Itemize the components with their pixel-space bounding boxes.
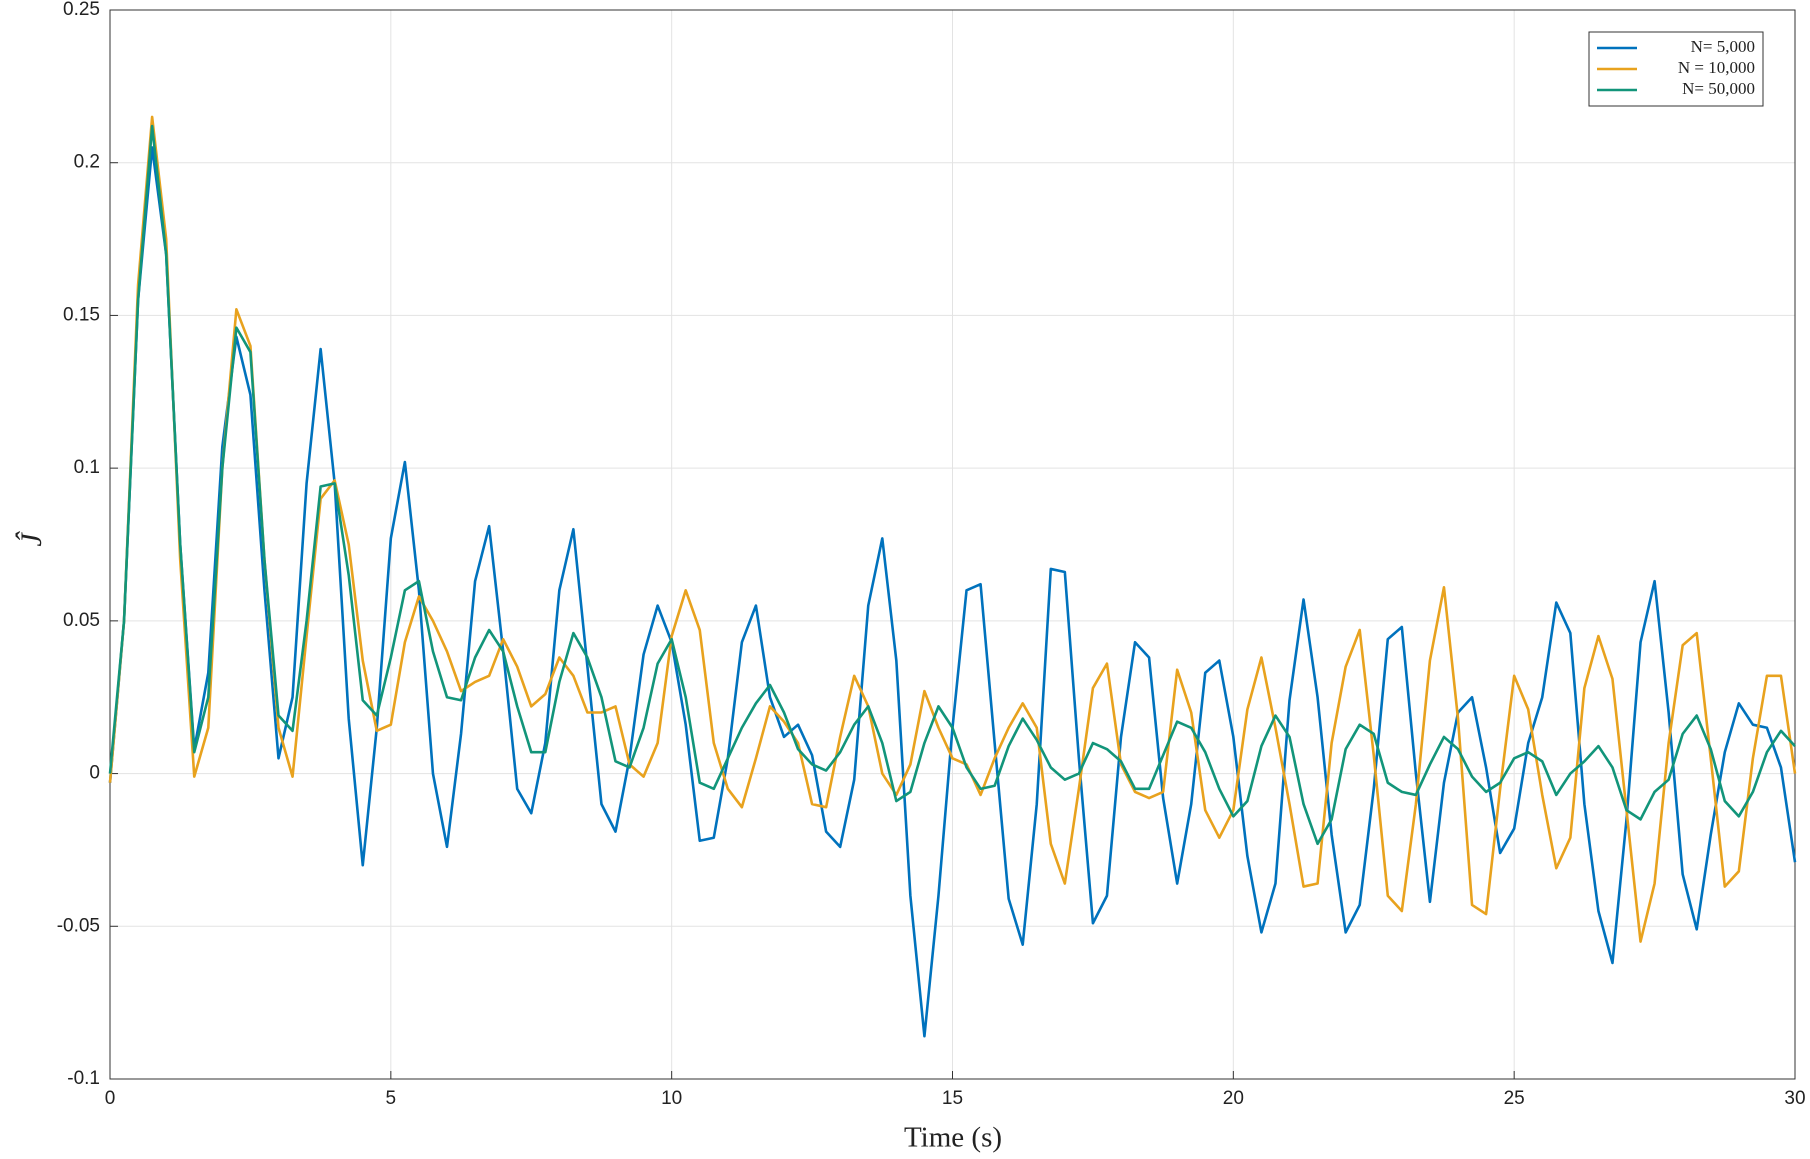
y-axis-label: Ĵ (15, 531, 48, 547)
y-tick-label: -0.1 (67, 1068, 100, 1089)
x-tick-label: 15 (942, 1088, 963, 1109)
y-tick-label: -0.05 (57, 915, 100, 936)
y-tick-label: 0.15 (63, 304, 100, 325)
x-tick-label: 5 (386, 1088, 397, 1109)
x-tick-label: 20 (1223, 1088, 1244, 1109)
x-tick-label: 25 (1504, 1088, 1525, 1109)
x-tick-label: 10 (661, 1088, 682, 1109)
x-tick-label: 0 (105, 1088, 116, 1109)
series-line (108, 115, 1797, 943)
y-tick-label: 0 (89, 763, 100, 784)
legend-label: N = 10,000 (1678, 58, 1755, 77)
x-tick-label: 30 (1784, 1088, 1805, 1109)
y-tick-label: 0.25 (63, 0, 100, 20)
legend-label: N= 50,000 (1682, 79, 1755, 98)
axes-frame (109, 9, 1796, 1080)
y-tick-label: 0.2 (74, 152, 100, 173)
legend: N= 5,000 N = 10,000 N= 50,000 (1588, 31, 1764, 107)
series-line (108, 124, 1796, 846)
y-tick-label: 0.1 (74, 457, 100, 478)
y-tick-label: 0.05 (63, 610, 100, 631)
x-axis-label: Time (s) (904, 1122, 1002, 1154)
legend-label: N= 5,000 (1691, 37, 1755, 56)
